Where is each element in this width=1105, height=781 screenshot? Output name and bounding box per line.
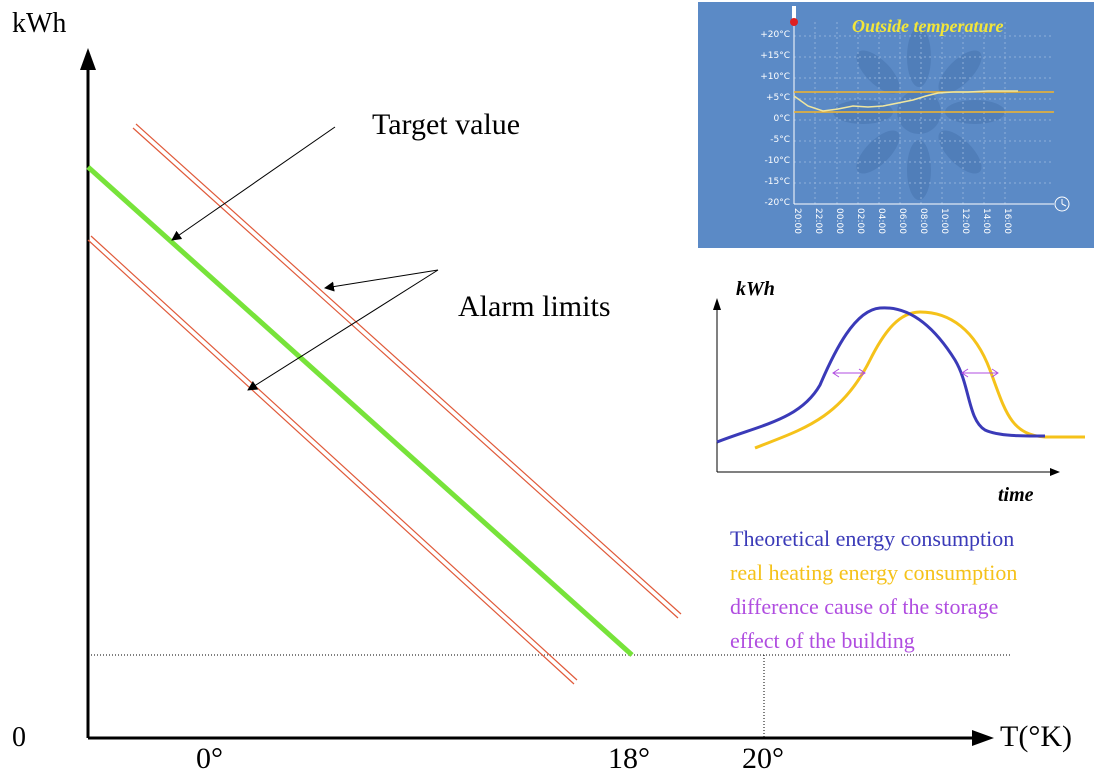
legend-difference-2: effect of the building [730, 628, 915, 653]
temperature-x-tick: 04:00 [876, 208, 886, 234]
temperature-x-tick: 22:00 [813, 208, 823, 234]
inset-y-arrowhead [713, 298, 721, 310]
x-axis-label: T(°K) [1000, 720, 1072, 753]
alarm-arrow-upper [324, 269, 439, 292]
real-consumption-curve [754, 310, 1085, 450]
temperature-x-tick: 14:00 [981, 208, 991, 234]
x-tick-0: 0° [196, 742, 223, 775]
temperature-y-tick: +10°C [760, 72, 790, 82]
legend-theoretical: Theoretical energy consumption [730, 526, 1015, 551]
difference-arrow-rising [832, 368, 866, 378]
legend-difference-1: difference cause of the storage [730, 594, 999, 619]
temperature-curve [793, 90, 1018, 112]
temperature-y-tick: +15°C [760, 51, 790, 61]
temperature-x-tick: 00:00 [834, 208, 844, 234]
temperature-y-tick: -20°C [764, 198, 790, 208]
origin-label: 0 [12, 722, 26, 753]
alarm-arrow-lower [247, 269, 439, 391]
sun-watermark [833, 27, 1005, 200]
upper-alarm-limit-line [132, 123, 682, 619]
inset-x-arrowhead [1050, 468, 1060, 476]
temperature-x-tick: 20:00 [792, 208, 802, 234]
y-axis-label: kWh [12, 8, 67, 39]
temperature-x-tick: 16:00 [1002, 208, 1012, 234]
temperature-x-tick: 12:00 [960, 208, 970, 234]
x-tick-18: 18° [608, 742, 650, 775]
target-value-annotation: Target value [372, 108, 521, 141]
temperature-x-tick: 10:00 [939, 208, 949, 234]
temperature-x-tick: 06:00 [897, 208, 907, 234]
temperature-y-tick: -5°C [770, 135, 790, 145]
x-tick-20: 20° [742, 742, 784, 775]
temperature-chart-graphics [790, 6, 1070, 212]
theoretical-consumption-curve [716, 306, 1046, 444]
inset-x-label: time [998, 484, 1034, 506]
temperature-x-tick: 08:00 [918, 208, 928, 234]
legend-real: real heating energy consumption [730, 560, 1018, 585]
temperature-grid [794, 22, 1054, 204]
difference-arrow-falling [961, 368, 999, 378]
temperature-y-tick: -15°C [764, 177, 790, 187]
temperature-y-tick: -10°C [764, 156, 790, 166]
inset-y-label: kWh [736, 278, 775, 300]
alarm-limits-annotation: Alarm limits [458, 290, 611, 323]
lower-alarm-limit-line [87, 235, 578, 685]
temperature-y-tick: +20°C [760, 30, 790, 40]
thermometer-icon [790, 6, 798, 26]
temperature-y-tick: +5°C [765, 93, 790, 103]
temperature-panel-title: Outside temperature [852, 16, 1004, 36]
temperature-y-tick: 0°C [773, 114, 790, 124]
target-value-arrow [171, 126, 336, 241]
temperature-x-tick: 02:00 [855, 208, 865, 234]
y-axis-arrowhead [80, 48, 96, 70]
outside-temperature-panel: Outside temperature +20°C +15°C +10°C +5… [698, 2, 1094, 248]
clock-icon [1054, 196, 1070, 212]
x-axis-arrowhead [972, 730, 994, 746]
target-value-line [86, 165, 634, 657]
